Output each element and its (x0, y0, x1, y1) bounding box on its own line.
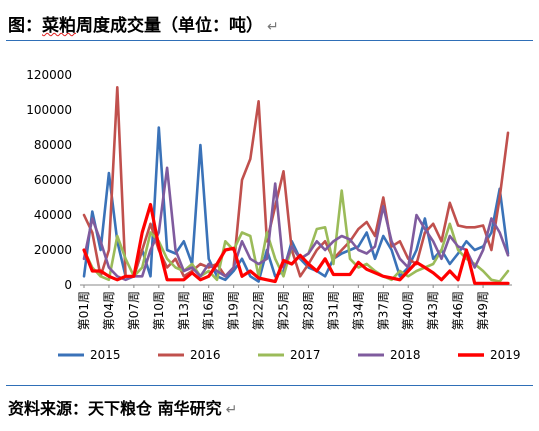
y-tick-label: 20000 (34, 243, 72, 257)
x-tick-label: 第46周 (451, 291, 465, 330)
figure-title-product: 菜粕 (42, 16, 76, 36)
x-tick-label: 第04周 (102, 291, 116, 330)
x-tick-label: 第22周 (252, 291, 266, 330)
x-tick-label: 第19周 (227, 291, 241, 330)
x-tick-label: 第25周 (277, 291, 291, 330)
figure-title-bar: 图：菜粕周度成交量（单位：吨） ↵ (6, 2, 533, 41)
x-tick-label: 第31周 (326, 291, 340, 330)
series-line-2019 (82, 202, 510, 285)
figure-title-prefix: 图： (8, 16, 42, 36)
x-tick-label: 第40周 (401, 291, 415, 330)
legend-label-2016: 2016 (190, 348, 221, 362)
paragraph-mark-icon: ↵ (225, 402, 238, 418)
x-tick-label: 第01周 (77, 291, 91, 330)
x-tick-label: 第16周 (202, 291, 216, 330)
x-tick-label: 第34周 (351, 291, 365, 330)
x-tick-label: 第49周 (476, 291, 490, 330)
y-tick-label: 80000 (34, 138, 72, 152)
paragraph-mark-icon: ↵ (267, 19, 279, 35)
legend-label-2015: 2015 (90, 348, 121, 362)
source-note: 资料来源：天下粮仓 南华研究 ↵ (8, 395, 237, 419)
chart-axes: 0 20000 40000 60000 80000 100000 120000 第01周 第04… (26, 68, 512, 330)
legend-label-2018: 2018 (390, 348, 421, 362)
y-tick-label: 0 (64, 278, 72, 292)
weekly-volume-line-chart: 0 20000 40000 60000 80000 100000 120000 第01周 第04… (26, 68, 521, 362)
x-tick-label: 第07周 (127, 291, 141, 330)
legend-label-2017: 2017 (290, 348, 321, 362)
x-tick-label: 第43周 (426, 291, 440, 330)
y-tick-label: 40000 (34, 208, 72, 222)
figure-title-rest: 周度成交量（单位：吨） (76, 16, 263, 36)
source-bar: 资料来源：天下粮仓 南华研究 ↵ (6, 385, 533, 419)
y-tick-label: 60000 (34, 173, 72, 187)
x-tick-label: 第37周 (376, 291, 390, 330)
y-tick-label: 120000 (26, 68, 72, 82)
legend-label-2019: 2019 (490, 348, 521, 362)
chart-legend: 2015 2016 2017 2018 2019 (58, 348, 521, 362)
y-tick-label: 100000 (26, 103, 72, 117)
series-line-2018 (82, 166, 510, 282)
x-tick-label: 第13周 (177, 291, 191, 330)
x-tick-label: 第28周 (301, 291, 315, 330)
x-tick-label: 第10周 (152, 291, 166, 330)
chart-series-lines (82, 85, 510, 285)
figure-title: 图：菜粕周度成交量（单位：吨） ↵ (8, 11, 279, 36)
source-text: 资料来源：天下粮仓 南华研究 (8, 399, 222, 418)
series-line-2015 (82, 126, 510, 283)
